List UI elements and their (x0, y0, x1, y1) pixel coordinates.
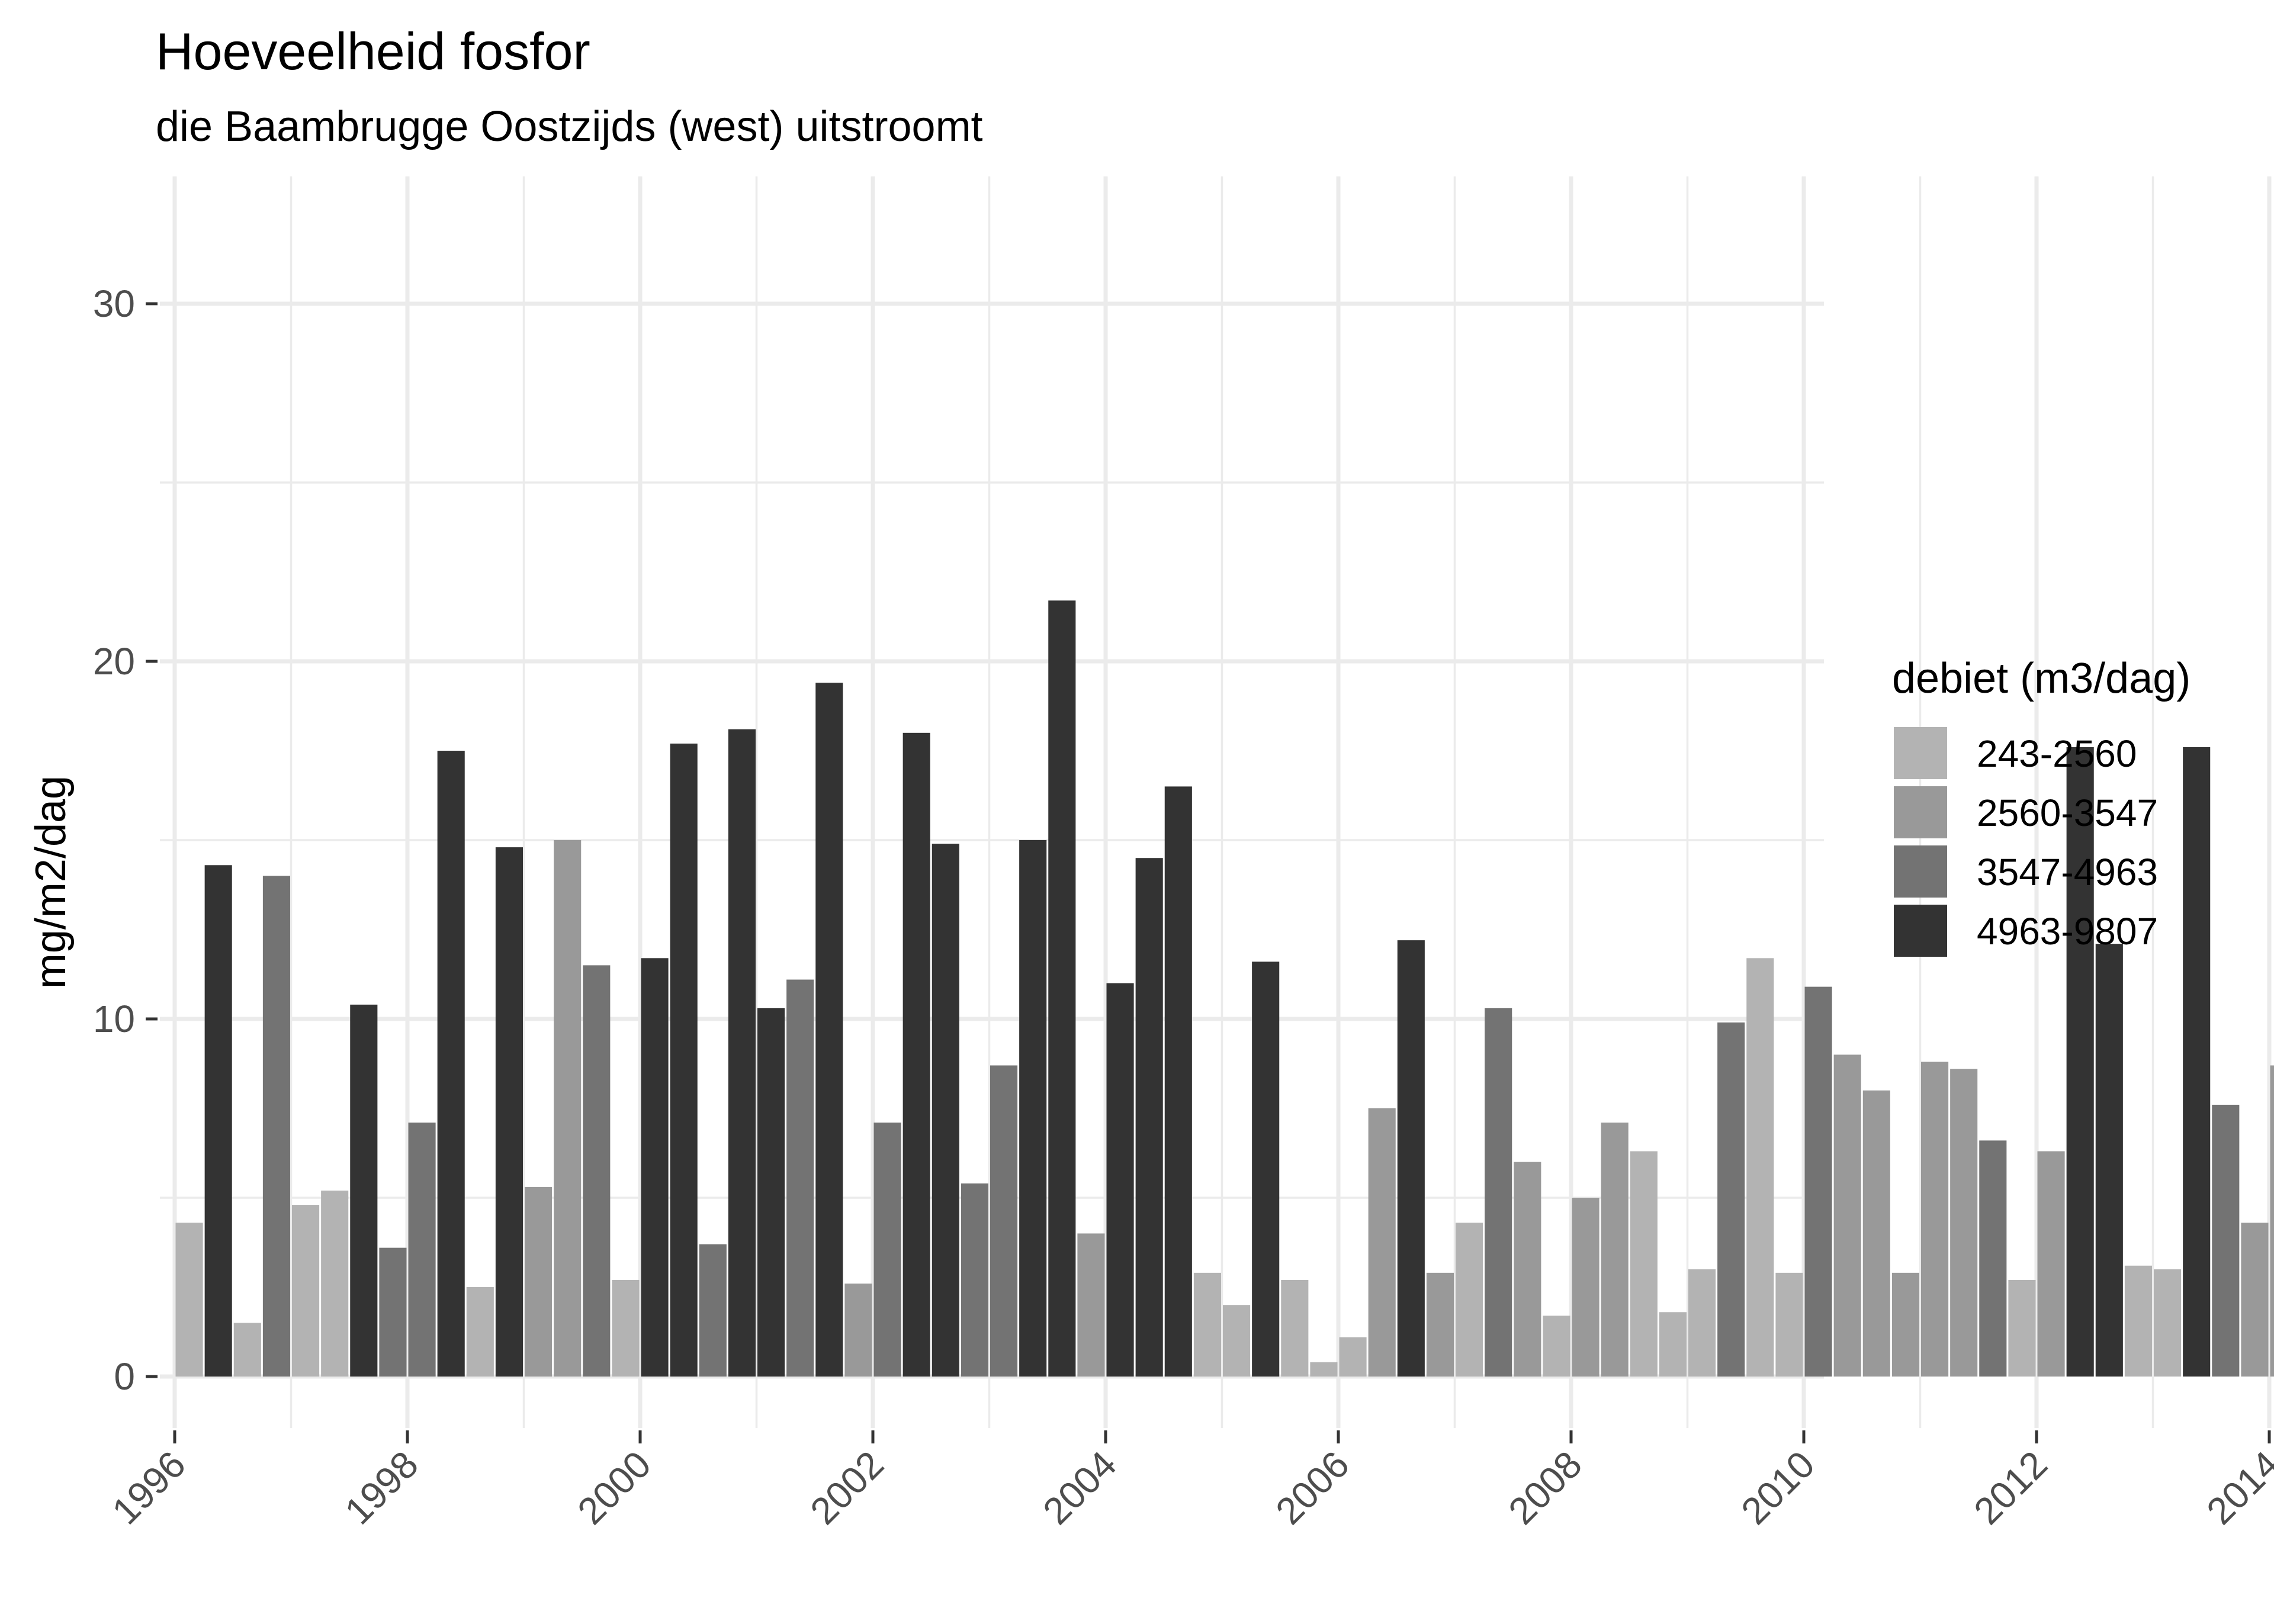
bar (961, 1183, 988, 1377)
bar (670, 743, 698, 1377)
bar (495, 847, 523, 1377)
legend-label: 243-2560 (1977, 732, 2137, 775)
bar (175, 1223, 203, 1377)
legend-title: debiet (m3/dag) (1892, 655, 2191, 702)
legend-label: 3547-4963 (1977, 851, 2158, 893)
bar (1746, 958, 1774, 1377)
bar (990, 1065, 1018, 1377)
legend-swatch (1894, 727, 1947, 779)
bar (1252, 961, 1280, 1377)
legend-swatch (1894, 845, 1947, 898)
bar (1979, 1140, 2007, 1377)
bar (583, 965, 611, 1377)
bar (1077, 1233, 1105, 1377)
bar (2124, 1265, 2152, 1377)
bar (1106, 983, 1134, 1377)
bar (1921, 1062, 1949, 1377)
bar (1630, 1151, 1658, 1377)
bar (2212, 1104, 2240, 1377)
y-tick-label: 0 (114, 1355, 135, 1398)
bar (292, 1205, 320, 1377)
legend-swatch (1894, 786, 1947, 838)
bar (1950, 1069, 1978, 1377)
bar (1862, 1090, 1890, 1377)
legend: debiet (m3/dag) 243-2560 2560-3547 3547-49… (1892, 655, 2191, 957)
bar (2154, 1269, 2182, 1377)
bar (1019, 840, 1047, 1377)
chart-title: Hoeveelheid fosfor (156, 22, 590, 81)
bar (1368, 1108, 1396, 1377)
bar (873, 1123, 901, 1377)
bar (1543, 1316, 1570, 1377)
bar (2270, 1065, 2274, 1377)
bar (757, 1008, 785, 1377)
bar (1310, 1362, 1338, 1377)
bar (1164, 786, 1192, 1377)
bar (844, 1283, 872, 1377)
chart-subtitle: die Baambrugge Oostzijds (west) uitstroo… (156, 103, 983, 150)
bar (2183, 747, 2211, 1377)
bar (1135, 858, 1163, 1377)
y-tick-label: 30 (93, 282, 135, 325)
bar (1514, 1162, 1541, 1377)
bar (1485, 1008, 1512, 1377)
y-axis-label: mg/m2/dag (27, 776, 75, 989)
bar (437, 751, 465, 1377)
bar (2008, 1279, 2036, 1377)
bar (1601, 1123, 1629, 1377)
legend-label: 4963-9807 (1977, 910, 2158, 953)
bar (379, 1247, 407, 1377)
bar (641, 958, 669, 1377)
y-axis: 0 10 20 30 (93, 282, 158, 1398)
bar (932, 844, 959, 1377)
bar (1223, 1305, 1251, 1377)
bar (1775, 1272, 1803, 1377)
bar (815, 683, 843, 1377)
bar (525, 1186, 553, 1377)
bar (1688, 1269, 1716, 1377)
bar (2095, 944, 2123, 1377)
bar (1426, 1272, 1454, 1377)
bar (466, 1287, 494, 1377)
bar (1717, 1022, 1745, 1377)
bar (1397, 940, 1425, 1377)
bar (1339, 1337, 1367, 1377)
bar (1048, 600, 1076, 1377)
bar (612, 1279, 640, 1377)
bar (786, 979, 814, 1377)
bar (1456, 1223, 1483, 1377)
bar (321, 1190, 349, 1377)
bar (1891, 1272, 1919, 1377)
bar (1572, 1198, 1599, 1377)
y-tick-label: 20 (93, 640, 135, 683)
bar (699, 1244, 727, 1377)
bar (1833, 1054, 1861, 1377)
bar (902, 732, 930, 1377)
bar (233, 1323, 261, 1377)
bar (554, 840, 582, 1377)
y-tick-label: 10 (93, 998, 135, 1040)
bar (2037, 1151, 2065, 1377)
legend-label: 2560-3547 (1977, 792, 2158, 834)
bar (2066, 747, 2094, 1377)
bar (1659, 1312, 1687, 1377)
bar (1281, 1279, 1309, 1377)
bar (1804, 986, 1832, 1377)
legend-swatch (1894, 905, 1947, 957)
bar (408, 1123, 436, 1377)
bar (350, 1004, 378, 1377)
bar (2241, 1223, 2269, 1377)
bar (1193, 1272, 1221, 1377)
bar (204, 865, 232, 1377)
bars (175, 600, 2274, 1377)
bar (728, 729, 756, 1377)
bar (262, 876, 290, 1377)
